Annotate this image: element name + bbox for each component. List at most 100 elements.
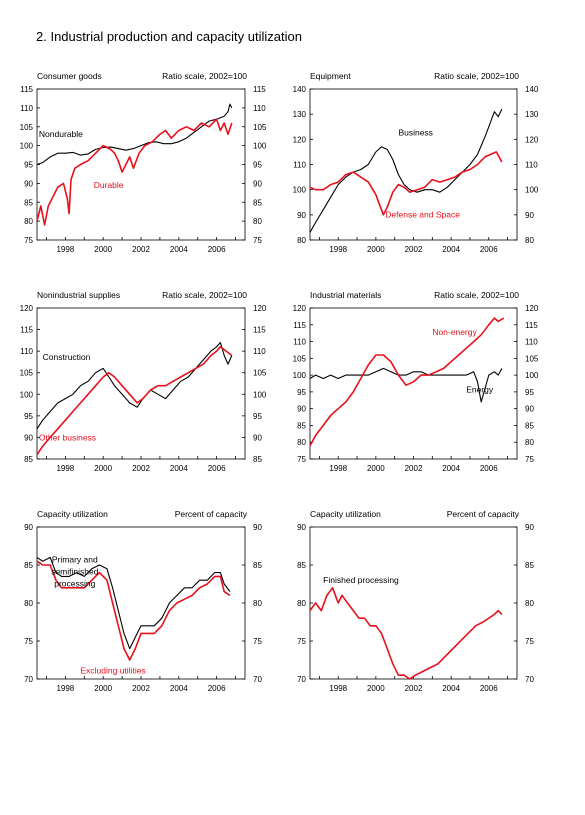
x-tick-label: 2002 bbox=[132, 464, 150, 473]
series-line-non-energy bbox=[309, 317, 505, 446]
x-tick-label: 2004 bbox=[442, 684, 460, 693]
y-tick-label-left: 90 bbox=[297, 523, 306, 532]
x-tick-label: 2004 bbox=[170, 684, 188, 693]
y-tick-label-left: 75 bbox=[297, 455, 306, 464]
y-tick-label-left: 95 bbox=[297, 388, 306, 397]
x-tick-label: 2004 bbox=[170, 245, 188, 254]
y-tick-label-left: 85 bbox=[297, 421, 306, 430]
y-tick-label-right: 90 bbox=[253, 433, 262, 442]
x-tick-label: 1998 bbox=[56, 684, 74, 693]
x-tick-label: 2006 bbox=[208, 684, 226, 693]
y-tick-label-left: 120 bbox=[20, 304, 34, 313]
y-tick-label-right: 80 bbox=[253, 599, 262, 608]
series-line-defense-and-space bbox=[309, 151, 503, 216]
y-tick-label-left: 90 bbox=[24, 179, 33, 188]
y-tick-label-right: 90 bbox=[525, 523, 534, 532]
y-tick-label-left: 110 bbox=[20, 104, 33, 113]
y-tick-label-right: 75 bbox=[525, 637, 534, 646]
series-line-other-business bbox=[36, 345, 233, 456]
y-tick-label-right: 115 bbox=[253, 326, 266, 335]
series-label-line: processing bbox=[54, 579, 95, 589]
y-tick-label-left: 130 bbox=[293, 110, 307, 119]
x-tick-label: 2006 bbox=[208, 464, 226, 473]
series-label: Other business bbox=[39, 432, 96, 442]
y-tick-label-right: 95 bbox=[525, 388, 534, 397]
y-tick-label-left: 100 bbox=[293, 186, 307, 195]
y-tick-label-left: 115 bbox=[20, 85, 33, 94]
chart-panel-4: Industrial materials Ratio scale, 2002=10… bbox=[293, 290, 539, 473]
series-label: Durable bbox=[94, 180, 124, 190]
y-tick-label-left: 75 bbox=[24, 236, 33, 245]
x-tick-label: 2000 bbox=[367, 684, 385, 693]
y-tick-label-right: 70 bbox=[525, 675, 534, 684]
series-label: Energy bbox=[466, 385, 494, 395]
y-tick-label-left: 110 bbox=[20, 347, 33, 356]
y-tick-label-left: 100 bbox=[293, 371, 307, 380]
x-tick-label: 2000 bbox=[94, 464, 112, 473]
series-label: Excluding utilities bbox=[80, 666, 145, 676]
x-tick-label: 2000 bbox=[367, 464, 385, 473]
y-tick-label-right: 110 bbox=[253, 104, 266, 113]
y-tick-label-right: 90 bbox=[253, 179, 262, 188]
y-tick-label-right: 80 bbox=[525, 438, 534, 447]
y-tick-label-right: 90 bbox=[253, 523, 262, 532]
x-tick-label: 1998 bbox=[329, 464, 347, 473]
y-tick-label-right: 75 bbox=[253, 236, 262, 245]
y-tick-label-right: 75 bbox=[253, 637, 262, 646]
series-label: Defense and Space bbox=[385, 209, 460, 219]
series-line-primary-and-semifinished-processing bbox=[36, 556, 231, 650]
x-tick-label: 2000 bbox=[94, 245, 112, 254]
series-line-finished-processing bbox=[309, 586, 503, 680]
chart-title: Nonindustrial supplies bbox=[37, 290, 120, 300]
y-tick-label-right: 105 bbox=[253, 123, 267, 132]
series-label: Primary and semifinished processing bbox=[51, 555, 99, 589]
series-label: Nondurable bbox=[39, 129, 83, 139]
x-tick-label: 2002 bbox=[405, 464, 423, 473]
y-tick-label-right: 115 bbox=[525, 321, 538, 330]
y-tick-label-left: 110 bbox=[293, 338, 306, 347]
y-tick-label-right: 140 bbox=[525, 85, 539, 94]
x-tick-label: 2002 bbox=[405, 684, 423, 693]
x-tick-label: 2002 bbox=[405, 245, 423, 254]
y-tick-label-right: 100 bbox=[525, 186, 539, 195]
chart-title: Capacity utilization bbox=[37, 509, 108, 519]
y-tick-label-right: 90 bbox=[525, 405, 534, 414]
y-tick-label-left: 85 bbox=[24, 561, 33, 570]
y-tick-label-left: 110 bbox=[293, 161, 306, 170]
y-tick-label-right: 95 bbox=[253, 161, 262, 170]
y-tick-label-left: 100 bbox=[20, 390, 34, 399]
x-tick-label: 1998 bbox=[56, 464, 74, 473]
y-tick-label-right: 80 bbox=[253, 217, 262, 226]
y-tick-label-left: 70 bbox=[297, 675, 306, 684]
y-tick-label-right: 85 bbox=[525, 421, 534, 430]
x-tick-label: 2004 bbox=[442, 464, 460, 473]
y-tick-label-right: 100 bbox=[253, 390, 267, 399]
scale-note: Ratio scale, 2002=100 bbox=[434, 290, 519, 300]
y-tick-label-right: 105 bbox=[525, 354, 539, 363]
y-tick-label-left: 90 bbox=[24, 433, 33, 442]
x-tick-label: 1998 bbox=[329, 684, 347, 693]
scale-note: Ratio scale, 2002=100 bbox=[162, 71, 247, 81]
series-line-business bbox=[309, 108, 503, 233]
y-tick-label-right: 85 bbox=[253, 198, 262, 207]
y-tick-label-left: 70 bbox=[24, 675, 33, 684]
series-line-construction bbox=[36, 341, 233, 430]
scale-note: Ratio scale, 2002=100 bbox=[434, 71, 519, 81]
series-line-nondurable bbox=[36, 103, 233, 166]
y-tick-label-left: 90 bbox=[297, 405, 306, 414]
series-label: Business bbox=[398, 128, 433, 138]
y-tick-label-right: 85 bbox=[525, 561, 534, 570]
page-title: 2. Industrial production and capacity ut… bbox=[36, 29, 302, 44]
x-tick-label: 2000 bbox=[367, 245, 385, 254]
x-tick-label: 1998 bbox=[56, 245, 74, 254]
y-tick-label-right: 80 bbox=[525, 236, 534, 245]
y-tick-label-left: 85 bbox=[297, 561, 306, 570]
y-tick-label-right: 100 bbox=[253, 142, 267, 151]
x-tick-label: 2002 bbox=[132, 245, 150, 254]
y-tick-label-left: 105 bbox=[20, 123, 34, 132]
series-line-excluding-utilities bbox=[36, 560, 231, 661]
y-tick-label-right: 85 bbox=[253, 561, 262, 570]
chart-panel-3: Nonindustrial supplies Ratio scale, 2002=… bbox=[20, 290, 267, 473]
chart-title: Capacity utilization bbox=[310, 509, 381, 519]
